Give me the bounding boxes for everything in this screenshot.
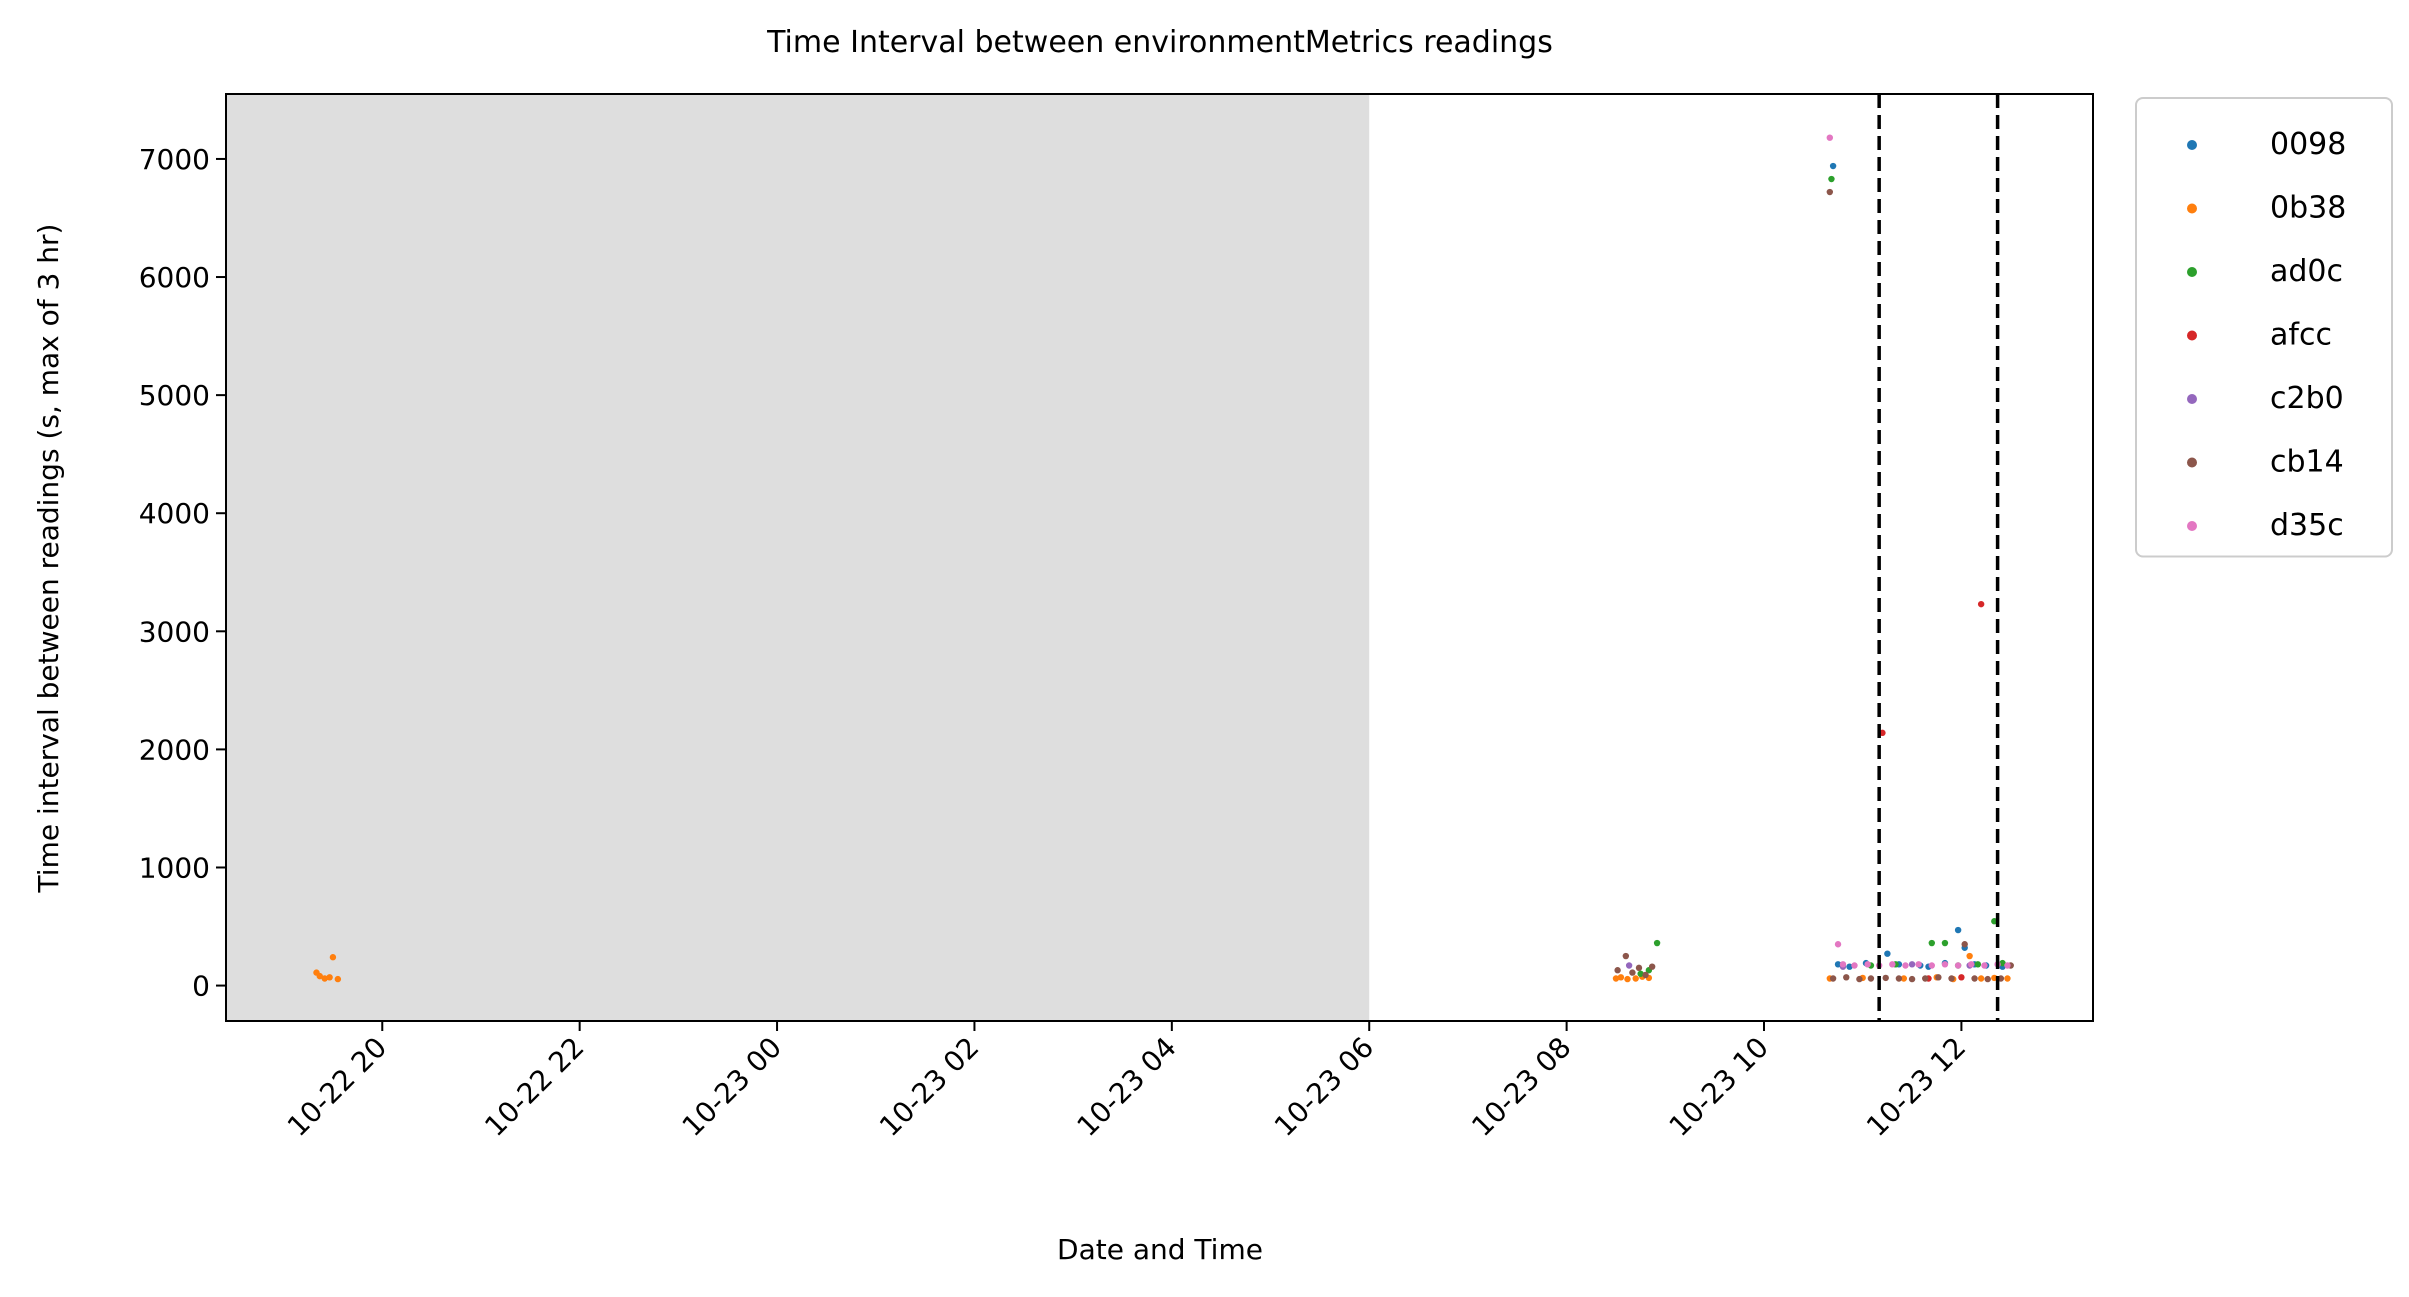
legend-marker — [2187, 457, 2197, 468]
data-point — [1843, 974, 1850, 981]
y-tick-label: 7000 — [139, 143, 210, 176]
data-point — [1653, 939, 1661, 947]
vertical-lines — [1877, 94, 2000, 1021]
data-point — [1617, 974, 1625, 981]
legend: 0098 0b38 ad0c afcc c2b0 cb14 d35c — [2135, 97, 2393, 558]
data-point — [1828, 175, 1835, 183]
data-point — [321, 975, 328, 982]
y-tick-label: 1000 — [139, 851, 210, 884]
series-0b38 — [313, 952, 2011, 983]
data-point — [1856, 975, 1863, 983]
data-point — [1834, 941, 1842, 948]
data-point — [326, 974, 333, 981]
data-point — [1851, 962, 1858, 969]
data-point — [1826, 134, 1834, 141]
legend-marker — [2187, 394, 2197, 404]
data-point — [1648, 963, 1656, 970]
shaded-region — [226, 94, 1370, 1021]
y-axis-label: Time interval between readings (s, max o… — [32, 224, 65, 894]
data-point — [1966, 952, 1973, 960]
data-point — [1632, 975, 1639, 982]
data-point — [1941, 939, 1949, 947]
data-point — [316, 972, 323, 980]
data-point — [1846, 963, 1853, 970]
data-point — [2004, 962, 2011, 969]
data-point — [1948, 975, 1955, 982]
y-tick-label: 2000 — [139, 733, 210, 766]
data-point — [1958, 974, 1965, 981]
data-point — [1895, 975, 1903, 982]
data-point — [1864, 961, 1871, 968]
data-point — [1928, 939, 1935, 947]
plot-frame — [225, 93, 2094, 1022]
data-point — [1642, 971, 1649, 979]
data-point — [1915, 961, 1922, 968]
y-tick-label: 0 — [192, 970, 210, 1003]
legend-marker — [2187, 203, 2197, 214]
legend-label: 0098 — [2270, 127, 2346, 162]
legend-marker — [2187, 267, 2197, 277]
data-point — [1882, 974, 1889, 982]
legend-label: ad0c — [2270, 254, 2343, 289]
data-point — [1902, 962, 1909, 969]
data-point — [1977, 600, 1985, 608]
data-point — [1984, 975, 1991, 983]
data-point — [1922, 975, 1929, 982]
data-point — [1829, 975, 1837, 982]
data-point — [1977, 975, 1985, 982]
data-point — [1614, 967, 1621, 974]
data-point — [1884, 950, 1891, 957]
data-point — [1637, 970, 1644, 977]
data-point — [1839, 961, 1847, 968]
legend-label: 0b38 — [2270, 191, 2346, 226]
data-point — [1900, 975, 1908, 982]
data-point — [1635, 964, 1643, 972]
data-point — [1971, 975, 1978, 982]
legend-marker — [2187, 521, 2197, 531]
data-point — [1981, 962, 1988, 969]
data-point — [1834, 961, 1842, 968]
data-point — [1622, 952, 1630, 960]
legend-marker — [2187, 140, 2197, 150]
data-point — [1612, 975, 1620, 982]
legend-label: afcc — [2270, 318, 2332, 353]
chart-title: Time Interval between environmentMetrics… — [766, 25, 1553, 60]
legend-label: cb14 — [2270, 445, 2344, 480]
data-point — [1954, 926, 1962, 934]
x-axis-label: Date and Time — [1057, 1233, 1263, 1266]
data-point — [1629, 969, 1636, 976]
data-point — [1941, 961, 1949, 968]
data-point — [1954, 962, 1962, 969]
data-point — [2004, 975, 2011, 982]
legend-label: d35c — [2270, 508, 2344, 543]
y-tick-label: 4000 — [139, 497, 210, 530]
legend-marker — [2187, 330, 2197, 341]
data-point — [1935, 974, 1942, 981]
y-tick-label: 5000 — [139, 379, 210, 412]
data-point — [334, 975, 342, 983]
data-point — [1908, 975, 1916, 983]
legend-box — [2135, 97, 2393, 558]
legend-label: c2b0 — [2270, 381, 2344, 416]
data-point — [1961, 941, 1968, 948]
data-point — [1826, 188, 1834, 196]
data-point — [329, 954, 337, 961]
data-point — [1625, 962, 1633, 969]
data-point — [1908, 961, 1916, 968]
data-point — [1928, 962, 1935, 969]
data-point — [1974, 961, 1982, 968]
data-point — [1867, 975, 1875, 982]
data-point — [1968, 961, 1975, 968]
y-tick-label: 3000 — [139, 615, 210, 648]
data-point — [1999, 959, 2006, 967]
data-point — [1624, 975, 1631, 983]
data-point — [1889, 961, 1896, 968]
data-point — [1829, 162, 1837, 170]
y-tick-label: 6000 — [139, 261, 210, 294]
y-axis: 0 1000 2000 3000 4000 5000 6000 7000 — [139, 143, 226, 1003]
